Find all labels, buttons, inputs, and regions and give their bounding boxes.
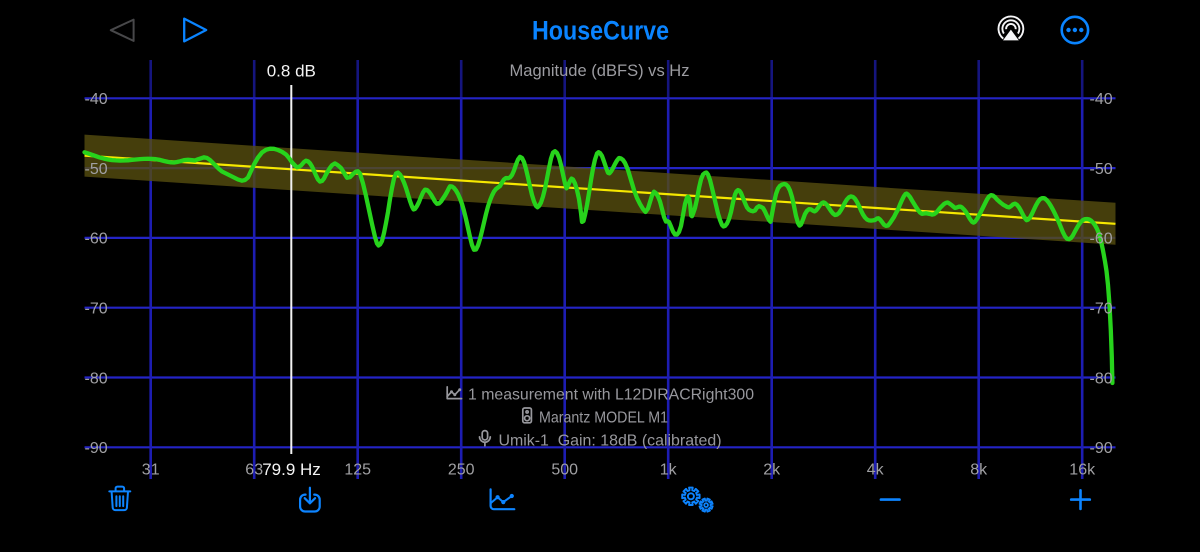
- svg-text:-70: -70: [85, 301, 108, 318]
- svg-text:-60: -60: [85, 231, 108, 248]
- svg-text:250: 250: [448, 462, 475, 479]
- svg-text:-70: -70: [1090, 301, 1113, 318]
- svg-text:1k: 1k: [660, 462, 678, 479]
- svg-text:Marantz MODEL M1: Marantz MODEL M1: [539, 410, 668, 427]
- svg-text:2k: 2k: [763, 462, 781, 479]
- svg-text:500: 500: [551, 462, 578, 479]
- svg-text:31: 31: [142, 462, 160, 479]
- svg-text:63: 63: [245, 462, 263, 479]
- svg-text:4k: 4k: [867, 462, 885, 479]
- svg-text:-90: -90: [1090, 440, 1113, 457]
- svg-text:-80: -80: [85, 370, 108, 387]
- svg-text:-40: -40: [85, 91, 108, 108]
- svg-text:16k: 16k: [1069, 462, 1096, 479]
- svg-text:1 measurement with L12DIRACRig: 1 measurement with L12DIRACRight300: [468, 386, 754, 403]
- svg-text:-50: -50: [85, 161, 108, 178]
- svg-text:Umik-1 Gain: 18dB (calibrated: Umik-1 Gain: 18dB (calibrated): [499, 433, 722, 450]
- svg-text:0.8 dB: 0.8 dB: [267, 62, 316, 81]
- svg-text:-60: -60: [1090, 231, 1113, 248]
- svg-text:-80: -80: [1090, 370, 1113, 387]
- svg-text:125: 125: [344, 462, 371, 479]
- svg-text:-90: -90: [85, 440, 108, 457]
- svg-text:HouseCurve: HouseCurve: [532, 16, 669, 46]
- svg-text:-50: -50: [1090, 161, 1113, 178]
- svg-text:79.9 Hz: 79.9 Hz: [262, 460, 321, 479]
- svg-text:Magnitude (dBFS) vs Hz: Magnitude (dBFS) vs Hz: [510, 62, 690, 80]
- svg-text:8k: 8k: [970, 462, 988, 479]
- svg-text:-40: -40: [1090, 91, 1113, 108]
